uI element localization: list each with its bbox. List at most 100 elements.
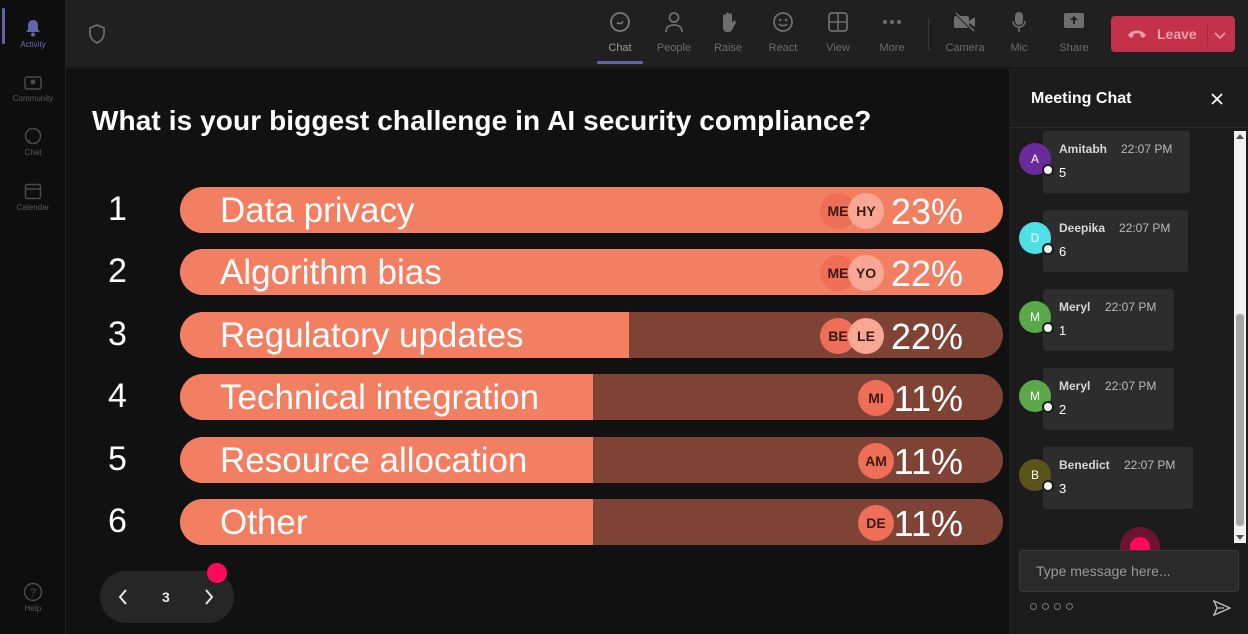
view-label: View bbox=[826, 42, 850, 54]
poll-option-row[interactable]: 6 Other 11% DE bbox=[92, 498, 1003, 546]
poll-option-row[interactable]: 4 Technical integration 11% MI bbox=[92, 373, 1003, 421]
shield-icon bbox=[88, 24, 106, 44]
voter-avatar: YO bbox=[848, 255, 884, 291]
format-icon[interactable] bbox=[1030, 603, 1037, 610]
poll-stage: What is your biggest challenge in AI sec… bbox=[66, 69, 1009, 634]
poll-option-number: 2 bbox=[108, 252, 127, 290]
chat-icon bbox=[608, 10, 632, 34]
poll-option-bar[interactable]: Regulatory updates 22% BE LE bbox=[180, 312, 1003, 358]
poll-option-number: 6 bbox=[108, 502, 127, 540]
poll-option-bar[interactable]: Resource allocation 11% AM bbox=[180, 437, 1003, 483]
avatar-initial: A bbox=[1030, 152, 1039, 166]
poll-pager: 3 bbox=[100, 571, 234, 623]
poll-option-row[interactable]: 1 Data privacy 23% ME HY bbox=[92, 186, 1003, 234]
poll-option-bar[interactable]: Other 11% DE bbox=[180, 499, 1003, 545]
voter-avatar: HY bbox=[848, 193, 884, 229]
poll-option-number: 4 bbox=[108, 377, 127, 415]
poll-option-label: Regulatory updates bbox=[220, 316, 524, 355]
poll-option-label: Technical integration bbox=[220, 378, 540, 417]
react-label: React bbox=[768, 42, 798, 54]
mic-icon bbox=[1007, 10, 1031, 34]
poll-question: What is your biggest challenge in AI sec… bbox=[92, 105, 872, 136]
poll-option-number: 5 bbox=[108, 440, 127, 478]
poll-option-bar[interactable]: Technical integration 11% MI bbox=[180, 374, 1003, 420]
raise-label: Raise bbox=[713, 42, 743, 54]
rail-item-label: Community bbox=[12, 94, 54, 103]
poll-option-bar[interactable]: Data privacy 23% ME HY bbox=[180, 187, 1003, 233]
gif-icon[interactable] bbox=[1066, 603, 1073, 610]
attach-icon[interactable] bbox=[1042, 603, 1049, 610]
mic-label: Mic bbox=[1010, 42, 1028, 54]
camera-off-icon bbox=[953, 10, 977, 34]
presence-status-icon bbox=[1042, 401, 1054, 413]
poll-option-bar[interactable]: Algorithm bias 22% ME YO bbox=[180, 249, 1003, 295]
avatar[interactable]: B bbox=[1019, 459, 1054, 492]
camera-button[interactable]: Camera bbox=[938, 10, 992, 62]
scroll-up-arrow-icon[interactable] bbox=[1236, 134, 1244, 139]
people-button[interactable]: People bbox=[647, 10, 701, 62]
more-button[interactable]: More bbox=[865, 10, 919, 62]
chat-timestamp: 22:07 PM bbox=[1121, 142, 1173, 156]
scrollbar-thumb[interactable] bbox=[1236, 314, 1244, 526]
meeting-chat-panel: Meeting Chat Amitabh 22:07 PM 5 A Deepika 22:… bbox=[1010, 69, 1248, 634]
voter-avatar: AM bbox=[858, 443, 894, 479]
avatar[interactable]: M bbox=[1019, 380, 1054, 413]
chat-sender-name: Benedict bbox=[1059, 458, 1110, 472]
rail-active-indicator bbox=[2, 8, 5, 44]
avatar[interactable]: D bbox=[1019, 222, 1054, 255]
rail-item-chat[interactable]: Chat bbox=[0, 116, 66, 168]
send-icon[interactable] bbox=[1212, 599, 1232, 617]
rail-item-label: Help bbox=[24, 604, 42, 613]
chat-message-field[interactable] bbox=[1019, 550, 1239, 592]
chat-button[interactable]: Chat bbox=[593, 10, 647, 62]
raise-hand-button[interactable]: Raise bbox=[701, 10, 755, 62]
page-number: 3 bbox=[162, 589, 170, 605]
chat-message-input[interactable] bbox=[1020, 551, 1238, 591]
format-toolbar bbox=[1030, 603, 1073, 610]
chat-message-text: 5 bbox=[1059, 165, 1067, 180]
poll-option-percent: 11% bbox=[893, 503, 963, 544]
poll-option-row[interactable]: 3 Regulatory updates 22% BE LE bbox=[92, 311, 1003, 359]
avatar[interactable]: M bbox=[1019, 301, 1054, 334]
mic-button[interactable]: Mic bbox=[992, 10, 1046, 62]
emoji-icon[interactable] bbox=[1054, 603, 1061, 610]
poll-option-label: Data privacy bbox=[220, 191, 415, 230]
poll-option-percent: 11% bbox=[893, 441, 963, 482]
react-button[interactable]: React bbox=[756, 10, 810, 62]
avatar[interactable]: A bbox=[1019, 143, 1054, 176]
rail-item-community[interactable]: Community bbox=[0, 62, 66, 114]
poll-option-percent: 22% bbox=[890, 316, 963, 357]
chevron-down-icon[interactable] bbox=[1213, 28, 1227, 46]
rail-item-calendar[interactable]: Calendar bbox=[0, 171, 66, 223]
close-icon[interactable] bbox=[1209, 91, 1225, 107]
voter-avatar: LE bbox=[848, 318, 884, 354]
avatar-initial: B bbox=[1030, 468, 1039, 482]
chevron-right-icon[interactable] bbox=[202, 587, 216, 612]
chat-message-text: 1 bbox=[1059, 323, 1067, 338]
chat-sender-name: Deepika bbox=[1059, 221, 1106, 235]
chat-sender-name: Meryl bbox=[1059, 300, 1091, 314]
share-button[interactable]: Share bbox=[1047, 10, 1101, 62]
scroll-down-arrow-icon[interactable] bbox=[1236, 535, 1244, 540]
camera-label: Camera bbox=[945, 42, 985, 54]
poll-option-label: Resource allocation bbox=[220, 441, 528, 480]
poll-option-percent: 23% bbox=[890, 191, 963, 232]
poll-option-label: Algorithm bias bbox=[220, 253, 442, 292]
rail-item-help[interactable]: ? Help bbox=[0, 572, 66, 624]
poll-option-row[interactable]: 2 Algorithm bias 22% ME YO bbox=[92, 248, 1003, 296]
chat-timestamp: 22:07 PM bbox=[1105, 300, 1157, 314]
avatar-initial: M bbox=[1030, 389, 1040, 403]
chat-scrollbar[interactable] bbox=[1234, 131, 1246, 543]
presence-status-icon bbox=[1042, 243, 1054, 255]
app-rail: Activity Community Chat Calendar ? Help bbox=[0, 0, 66, 634]
rail-item-activity[interactable]: Activity bbox=[0, 8, 66, 60]
help-icon: ? bbox=[23, 582, 43, 602]
view-button[interactable]: View bbox=[811, 10, 865, 62]
chat-message-bubble: Meryl 22:07 PM 1 bbox=[1043, 289, 1174, 351]
hand-icon bbox=[716, 10, 740, 34]
chat-timestamp: 22:07 PM bbox=[1119, 221, 1171, 235]
chat-icon bbox=[23, 126, 43, 146]
chevron-left-icon[interactable] bbox=[116, 587, 130, 612]
leave-button[interactable]: Leave bbox=[1111, 16, 1235, 52]
poll-option-row[interactable]: 5 Resource allocation 11% AM bbox=[92, 436, 1003, 484]
